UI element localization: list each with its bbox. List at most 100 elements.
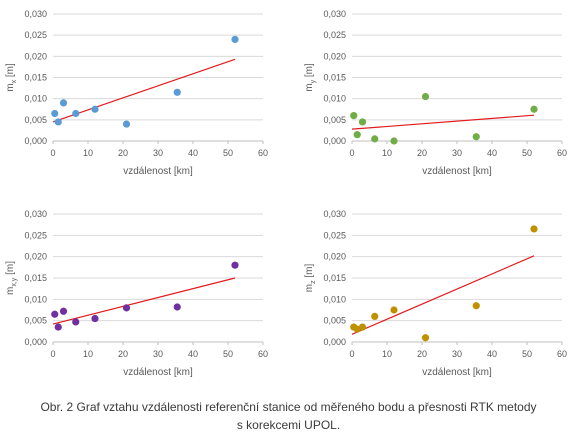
trend-line	[52, 277, 236, 325]
x-tick-label: 60	[557, 148, 567, 158]
data-point	[472, 302, 480, 310]
data-point	[91, 105, 99, 113]
data-point	[530, 225, 538, 233]
x-tick-label: 40	[487, 148, 497, 158]
data-point	[390, 306, 398, 314]
x-tick-label: 40	[188, 349, 198, 359]
data-point	[72, 318, 80, 326]
y-tick-label: 0,030	[24, 9, 47, 19]
y-tick-label: 0,030	[24, 209, 47, 219]
y-tick-label: 0,000	[24, 337, 47, 347]
x-tick-label: 0	[349, 349, 354, 359]
y-tick-label: 0,000	[323, 337, 346, 347]
x-tick-label: 50	[522, 148, 532, 158]
y-tick-label: 0,020	[24, 51, 47, 61]
data-point	[358, 118, 367, 126]
x-tick-label: 50	[223, 349, 233, 359]
x-axis-label: vzdálenost [km]	[123, 367, 193, 378]
x-tick-label: 10	[382, 349, 392, 359]
y-tick-label: 0,025	[323, 30, 346, 40]
data-point	[51, 310, 59, 318]
data-point	[54, 323, 62, 331]
x-tick-label: 50	[522, 349, 532, 359]
x-tick-label: 30	[452, 148, 462, 158]
chart-my: 0,000 0,005 0,010 0,015 0,020 0,025 0,030 0 10 20…	[304, 9, 567, 177]
x-tick-label: 30	[153, 148, 163, 158]
chart-mxy: 0,000 0,005 0,010 0,015 0,020 0,025 0,030 0 10 20…	[5, 209, 268, 378]
chart-mx: 0,000 0,005 0,010 0,015 0,020 0,025 0,030 0 10 20…	[5, 9, 268, 177]
y-axis-label: mz [m]	[304, 264, 317, 293]
data-point	[122, 120, 131, 128]
y-tick-label: 0,020	[323, 252, 346, 262]
x-tick-label: 20	[417, 148, 427, 158]
y-tick-label: 0,020	[24, 252, 47, 262]
x-axis-label: vzdálenost [km]	[422, 166, 492, 177]
trend-line	[52, 58, 236, 123]
x-tick-label: 10	[83, 148, 93, 158]
x-tick-label: 60	[258, 148, 268, 158]
chart-mz: 0,000 0,005 0,010 0,015 0,020 0,025 0,030 0 10 20…	[304, 209, 567, 378]
trend-line	[351, 114, 535, 130]
x-tick-label: 50	[223, 148, 233, 158]
data-point	[358, 323, 367, 331]
y-tick-label: 0,005	[323, 316, 346, 326]
data-point	[231, 261, 239, 269]
x-tick-label: 10	[83, 349, 93, 359]
x-tick-label: 60	[258, 349, 268, 359]
data-point	[51, 109, 59, 118]
y-tick-label: 0,025	[24, 30, 47, 40]
x-tick-label: 10	[382, 148, 392, 158]
data-point	[353, 131, 361, 139]
y-tick-label: 0,010	[323, 294, 346, 304]
y-axis-label: mx [m]	[5, 63, 18, 92]
x-tick-label: 40	[188, 148, 198, 158]
y-tick-label: 0,020	[323, 51, 346, 61]
x-tick-label: 0	[349, 148, 354, 158]
x-tick-label: 0	[50, 349, 55, 359]
data-point	[530, 105, 538, 113]
data-point	[390, 137, 398, 145]
data-point	[173, 88, 181, 96]
x-tick-label: 20	[118, 349, 128, 359]
data-point	[173, 303, 181, 311]
y-tick-label: 0,005	[24, 316, 47, 326]
data-point	[91, 314, 99, 323]
y-tick-label: 0,000	[323, 136, 346, 146]
x-tick-label: 40	[487, 349, 497, 359]
data-point	[350, 112, 358, 120]
y-tick-label: 0,025	[24, 230, 47, 240]
data-point	[472, 133, 480, 141]
x-axis-label: vzdálenost [km]	[422, 367, 492, 378]
y-tick-label: 0,030	[323, 209, 346, 219]
y-tick-label: 0,005	[323, 115, 346, 125]
caption-line-2: s korekcemi UPOL.	[236, 418, 341, 432]
y-tick-label: 0,010	[24, 94, 47, 104]
trend-line	[351, 255, 535, 335]
x-tick-label: 30	[153, 349, 163, 359]
x-tick-label: 20	[417, 349, 427, 359]
y-tick-label: 0,000	[24, 136, 47, 146]
data-point	[59, 307, 68, 315]
data-point	[54, 118, 62, 126]
y-axis-label: my [m]	[304, 63, 317, 92]
x-tick-label: 30	[452, 349, 462, 359]
y-tick-label: 0,015	[24, 73, 47, 83]
x-tick-label: 0	[50, 148, 55, 158]
y-tick-label: 0,015	[323, 73, 346, 83]
x-axis-label: vzdálenost [km]	[123, 166, 193, 177]
caption-line-1: Obr. 2 Graf vztahu vzdálenosti referenčn…	[40, 400, 537, 414]
figure-panel: 0,000 0,005 0,010 0,015 0,020 0,025 0,030 0 10 20…	[5, 9, 567, 378]
y-tick-label: 0,015	[323, 273, 346, 283]
y-tick-label: 0,010	[323, 94, 346, 104]
data-point	[371, 312, 379, 320]
data-point	[421, 334, 430, 342]
y-axis-label: mx,y [m]	[5, 261, 18, 295]
data-point	[122, 304, 131, 312]
data-point	[59, 99, 68, 107]
data-point	[231, 35, 239, 44]
data-point	[371, 135, 379, 143]
x-tick-label: 20	[118, 148, 128, 158]
y-tick-label: 0,010	[24, 294, 47, 304]
y-tick-label: 0,025	[323, 230, 346, 240]
y-tick-label: 0,005	[24, 115, 47, 125]
